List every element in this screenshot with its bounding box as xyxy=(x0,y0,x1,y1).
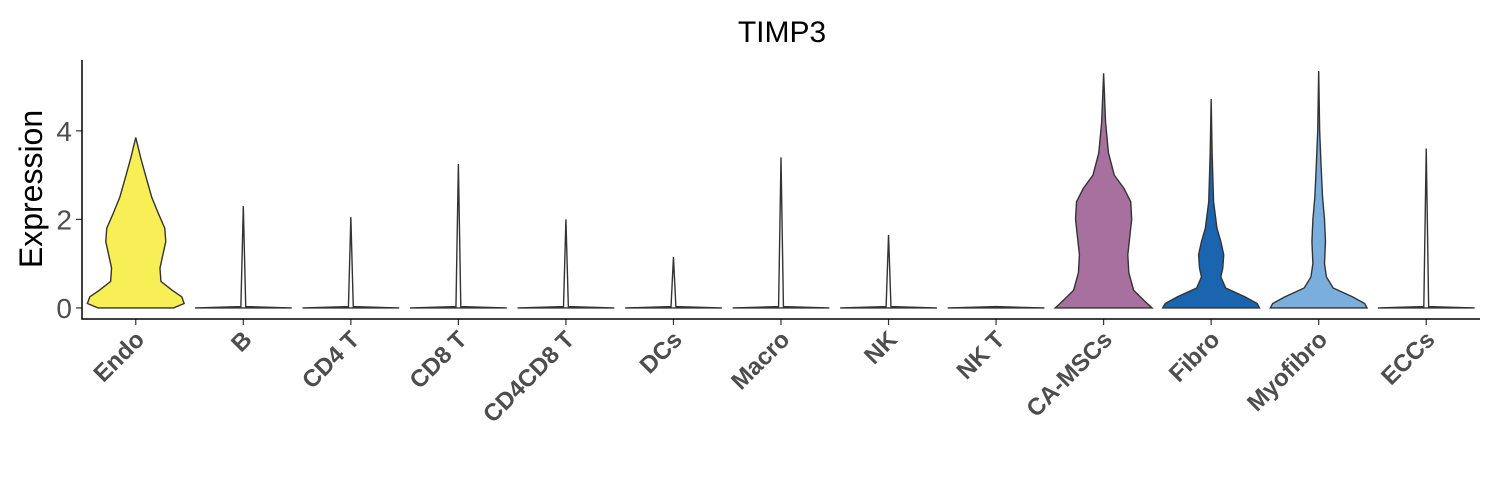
violin-nk xyxy=(840,234,937,309)
x-tick-label: B xyxy=(226,326,257,357)
violin-cd4cd8-t xyxy=(517,219,615,309)
violin-dcs xyxy=(625,256,722,309)
x-tick-label: CA-MSCs xyxy=(1021,326,1117,422)
violins xyxy=(86,71,1475,309)
chart-title: TIMP3 xyxy=(738,16,826,49)
violin-nk-t xyxy=(947,305,1045,309)
y-tick-label: 2 xyxy=(56,204,72,235)
x-tick-label: CD4 T xyxy=(297,326,365,394)
violin-ca-mscs xyxy=(1053,73,1154,309)
x-tick-label: Myofibro xyxy=(1242,326,1333,417)
violin-macro xyxy=(732,157,830,309)
y-ticks: 0 2 4 xyxy=(56,116,82,324)
x-tick-label: ECCs xyxy=(1376,326,1440,390)
y-tick-label: 4 xyxy=(56,116,72,147)
violin-fibro xyxy=(1161,98,1261,309)
x-tick-label: CD4CD8 T xyxy=(478,326,580,428)
x-tick-label: DCs xyxy=(635,326,688,379)
x-tick-label: CD8 T xyxy=(405,326,473,394)
x-tick-label: Macro xyxy=(726,326,795,395)
y-tick-label: 0 xyxy=(56,293,72,324)
x-tick-label: NK xyxy=(859,326,903,370)
violin-cd4-t xyxy=(302,217,400,309)
x-ticks: Endo B CD4 T CD8 T CD4CD8 T DCs Macro NK NK T CA-… xyxy=(88,319,1440,428)
violin-myofibro xyxy=(1269,71,1369,309)
y-axis-label: Expression xyxy=(13,110,49,268)
violin-eccs xyxy=(1377,148,1475,309)
violin-endo xyxy=(86,137,186,309)
x-tick-label: Endo xyxy=(88,326,150,388)
x-tick-label: NK T xyxy=(952,326,1011,385)
x-tick-label: Fibro xyxy=(1164,326,1226,388)
axis-lines xyxy=(81,60,1480,320)
violin-b xyxy=(194,206,292,309)
violin-cd8-t xyxy=(409,164,507,309)
